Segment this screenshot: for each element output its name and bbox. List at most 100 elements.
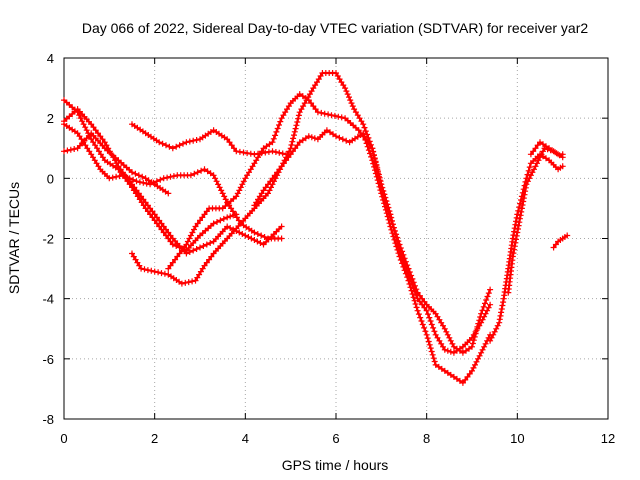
data-point: [261, 234, 268, 240]
data-point: [407, 284, 414, 291]
data-point: [405, 277, 412, 284]
data-point: [484, 293, 491, 300]
data-point: [372, 167, 378, 174]
data-point: [242, 232, 249, 239]
data-point: [336, 134, 343, 141]
data-point: [510, 250, 517, 257]
data-point: [292, 125, 299, 132]
data-point: [459, 349, 466, 356]
data-point: [425, 338, 432, 345]
data-point: [273, 128, 280, 135]
data-point: [412, 301, 419, 307]
data-point: [189, 278, 196, 285]
data-point: [82, 142, 89, 149]
data-point: [375, 180, 382, 187]
data-point: [272, 132, 279, 139]
data-point: [160, 175, 167, 182]
data-point: [220, 215, 227, 222]
data-point: [323, 127, 330, 134]
series-pass-i: [487, 151, 566, 344]
data-point: [315, 76, 322, 83]
data-point: [217, 217, 224, 224]
data-point: [200, 243, 207, 249]
data-point: [432, 361, 439, 368]
data-point: [411, 297, 418, 304]
x-tick-label: 10: [510, 431, 524, 446]
data-point: [372, 170, 379, 177]
data-point: [441, 346, 448, 353]
data-point: [198, 167, 205, 174]
data-point: [393, 243, 400, 250]
data-point: [349, 103, 356, 110]
data-point: [423, 331, 430, 338]
data-point: [237, 184, 244, 191]
data-point: [519, 202, 526, 208]
data-point: [331, 112, 338, 119]
data-point: [64, 147, 71, 154]
chart-title: Day 066 of 2022, Sidereal Day-to-day VTE…: [82, 20, 588, 36]
series-pass-d: [61, 130, 172, 197]
data-point: [525, 167, 532, 174]
data-point: [402, 270, 409, 277]
data-point: [417, 314, 424, 321]
data-point: [564, 232, 571, 239]
data-point: [386, 220, 393, 227]
data-point: [400, 263, 407, 270]
data-point: [144, 267, 151, 274]
x-tick-label: 6: [332, 431, 339, 446]
data-point: [510, 232, 517, 239]
data-point: [173, 143, 180, 150]
data-point: [161, 270, 168, 277]
data-point: [543, 155, 549, 162]
data-point: [480, 303, 487, 310]
data-point: [333, 133, 339, 140]
data-point: [401, 267, 408, 274]
series-trace: [130, 71, 492, 354]
data-point: [387, 223, 394, 230]
data-point: [389, 230, 396, 237]
data-point: [119, 172, 126, 179]
data-point: [294, 119, 301, 125]
data-point: [210, 220, 217, 227]
data-point: [312, 106, 319, 113]
data-point: [291, 128, 298, 135]
data-point: [498, 309, 505, 316]
data-point: [233, 214, 240, 221]
data-point: [148, 267, 155, 274]
data-point: [396, 253, 403, 260]
data-point: [151, 268, 158, 275]
data-point: [379, 193, 386, 200]
data-point: [276, 122, 282, 128]
grid-layer: [64, 58, 608, 419]
data-point: [288, 142, 295, 148]
data-point: [385, 216, 392, 223]
data-point: [360, 130, 367, 137]
data-point: [334, 73, 341, 79]
x-tick-label: 0: [60, 431, 67, 446]
data-point: [278, 235, 285, 242]
data-point: [203, 241, 210, 248]
data-point: [228, 142, 235, 149]
data-point: [515, 222, 522, 229]
data-point: [139, 173, 146, 180]
data-point: [360, 121, 367, 128]
data-point: [296, 109, 303, 116]
tick-layer: 0 2 4 6 8 10 12 -8 -6 -4 -2 0 2 4: [42, 51, 615, 446]
data-point: [113, 173, 120, 180]
data-point: [129, 181, 135, 188]
x-tick-label: 2: [151, 431, 158, 446]
data-point: [186, 249, 193, 255]
data-point: [194, 220, 201, 227]
data-point: [291, 132, 297, 139]
data-point: [483, 297, 490, 303]
data-point: [106, 175, 113, 182]
data-point: [514, 229, 521, 236]
data-point: [522, 188, 529, 195]
data-point: [311, 135, 318, 142]
data-point: [136, 179, 143, 186]
series-pass-k: [527, 139, 566, 158]
data-point: [164, 174, 171, 181]
data-point: [382, 206, 389, 213]
data-point: [364, 143, 371, 150]
